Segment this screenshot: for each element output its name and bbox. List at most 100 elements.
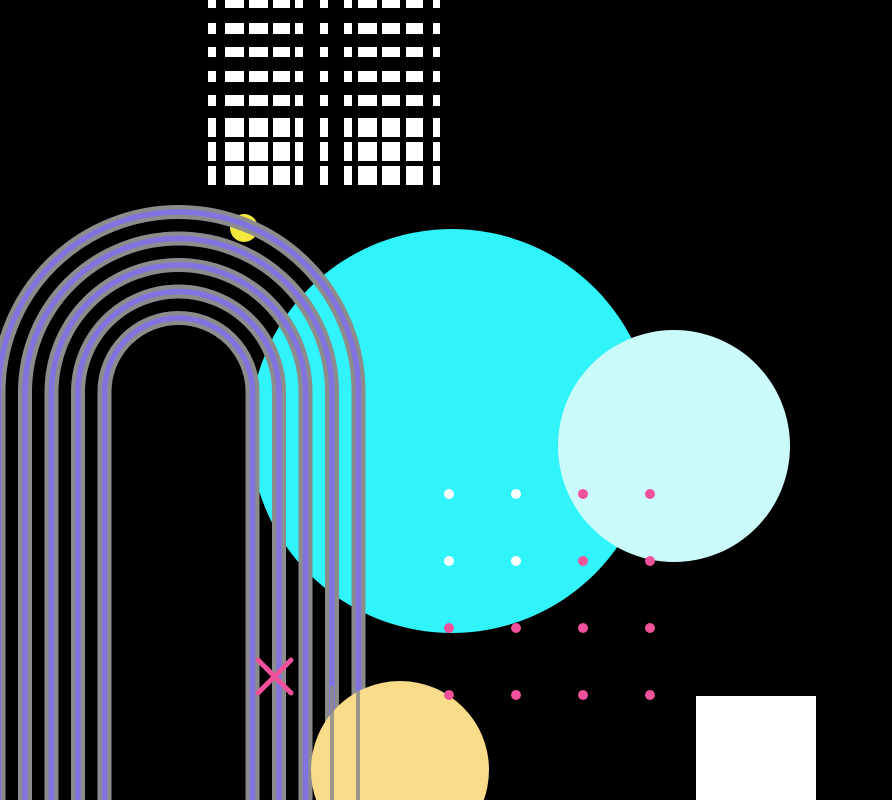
dash-grid-cell-r5-c1 <box>225 118 244 137</box>
dash-grid-cell-r7-c9 <box>406 166 423 185</box>
dash-grid-cell-r6-c9 <box>406 142 423 161</box>
dash-grid-cell-r5-c7 <box>358 118 377 137</box>
dash-grid-cell-r3-c7 <box>358 71 377 82</box>
dash-grid-cell-r1-c8 <box>382 23 400 34</box>
dash-grid-cell-r3-c10 <box>433 71 440 82</box>
white-dot-r1-c0 <box>444 556 454 566</box>
dash-grid-cell-r5-c0 <box>208 118 216 137</box>
dash-grid-cell-r5-c4 <box>295 118 303 137</box>
arch-line-4 <box>101 315 256 800</box>
dash-grid-cell-r0-c1 <box>225 0 244 8</box>
dash-grid-cell-r4-c3 <box>273 95 290 106</box>
dash-grid-cell-r6-c8 <box>382 142 400 161</box>
arch-line-2 <box>48 262 309 800</box>
dash-grid-cell-r1-c4 <box>295 23 303 34</box>
pink-dot-r2-c3 <box>645 623 655 633</box>
arch-halo-4 <box>97 311 260 800</box>
dash-grid-cell-r7-c5 <box>320 166 328 185</box>
dash-grid-cell-r2-c10 <box>433 47 440 57</box>
pink-dot-r2-c2 <box>578 623 588 633</box>
dash-grid-cell-r6-c5 <box>320 142 328 161</box>
dash-grid-cell-r5-c9 <box>406 118 423 137</box>
white-dot-r0-c1 <box>511 489 521 499</box>
dash-grid-cell-r5-c6 <box>344 118 352 137</box>
dash-grid-cell-r2-c5 <box>320 47 328 57</box>
dash-grid-cell-r5-c5 <box>320 118 328 137</box>
dash-grid-cell-r7-c0 <box>208 166 216 185</box>
dash-grid-cell-r6-c0 <box>208 142 216 161</box>
dash-grid-cell-r3-c8 <box>382 71 400 82</box>
dash-grid-cell-r4-c7 <box>358 95 377 106</box>
bottom-yellow-circle <box>311 681 489 800</box>
dash-grid-cell-r6-c2 <box>249 142 268 161</box>
dash-grid-cell-r2-c6 <box>344 47 352 57</box>
dash-grid-cell-r7-c7 <box>358 166 377 185</box>
dash-grid-cell-r5-c10 <box>433 118 440 137</box>
dash-grid-cell-r4-c1 <box>225 95 244 106</box>
dash-grid-cell-r6-c3 <box>273 142 290 161</box>
dash-grid-cell-r7-c6 <box>344 166 352 185</box>
pink-dot-r3-c2 <box>578 690 588 700</box>
dash-grid-cell-r0-c3 <box>273 0 290 8</box>
dash-grid-cell-r5-c3 <box>273 118 290 137</box>
pink-dot-r0-c3 <box>645 489 655 499</box>
dash-grid-cell-r0-c8 <box>382 0 400 8</box>
dash-grid-cell-r7-c2 <box>249 166 268 185</box>
dash-grid-cell-r0-c10 <box>433 0 440 8</box>
dash-grid-cell-r7-c8 <box>382 166 400 185</box>
dash-grid-cell-r0-c2 <box>249 0 268 8</box>
dash-grid-cell-r3-c1 <box>225 71 244 82</box>
dash-grid-cell-r1-c3 <box>273 23 290 34</box>
dash-grid-cell-r0-c7 <box>358 0 377 8</box>
pink-dot-r3-c1 <box>511 690 521 700</box>
dash-grid-cell-r7-c10 <box>433 166 440 185</box>
dash-grid-cell-r0-c0 <box>208 0 216 8</box>
dash-grid-cell-r3-c3 <box>273 71 290 82</box>
dash-grid-cell-r4-c10 <box>433 95 440 106</box>
arch-line-1 <box>22 235 335 800</box>
dash-grid-cell-r4-c2 <box>249 95 268 106</box>
pink-dot-r3-c3 <box>645 690 655 700</box>
dash-grid-cell-r2-c3 <box>273 47 290 57</box>
pink-dot-r1-c3 <box>645 556 655 566</box>
dash-grid-cell-r1-c5 <box>320 23 328 34</box>
dash-grid-cell-r0-c5 <box>320 0 328 8</box>
pink-dot-r2-c1 <box>511 623 521 633</box>
dash-grid-cell-r2-c7 <box>358 47 377 57</box>
dash-grid-cell-r2-c2 <box>249 47 268 57</box>
dash-grid-cell-r7-c1 <box>225 166 244 185</box>
dash-grid-cell-r1-c7 <box>358 23 377 34</box>
pink-dot-r1-c2 <box>578 556 588 566</box>
dash-grid-cell-r1-c6 <box>344 23 352 34</box>
dash-grid-cell-r3-c2 <box>249 71 268 82</box>
dash-grid-cell-r2-c1 <box>225 47 244 57</box>
dash-grid-cell-r1-c10 <box>433 23 440 34</box>
dash-grid-cell-r4-c0 <box>208 95 216 106</box>
dash-grid-cell-r0-c4 <box>295 0 303 8</box>
dash-grid-cell-r3-c4 <box>295 71 303 82</box>
dash-grid-cell-r7-c4 <box>295 166 303 185</box>
dash-grid-cell-r6-c7 <box>358 142 377 161</box>
dash-grid-cell-r5-c8 <box>382 118 400 137</box>
dash-grid-cell-r6-c10 <box>433 142 440 161</box>
dash-grid-cell-r4-c5 <box>320 95 328 106</box>
dash-grid-cell-r7-c3 <box>273 166 290 185</box>
white-dot-r1-c1 <box>511 556 521 566</box>
dash-grid-cell-r3-c6 <box>344 71 352 82</box>
dash-grid-cell-r1-c2 <box>249 23 268 34</box>
x-mark-stroke-1 <box>255 657 294 696</box>
arch-line-0 <box>0 209 362 800</box>
dash-grid-cell-r4-c9 <box>406 95 423 106</box>
dash-grid-cell-r3-c9 <box>406 71 423 82</box>
pink-dot-r0-c2 <box>578 489 588 499</box>
pink-dot-r2-c0 <box>444 623 454 633</box>
dash-grid-cell-r6-c4 <box>295 142 303 161</box>
dash-grid-cell-r4-c4 <box>295 95 303 106</box>
dash-grid-cell-r2-c0 <box>208 47 216 57</box>
dash-grid-cell-r3-c0 <box>208 71 216 82</box>
pink-dot-r3-c0 <box>444 690 454 700</box>
dash-grid-cell-r4-c6 <box>344 95 352 106</box>
dash-grid-cell-r1-c0 <box>208 23 216 34</box>
